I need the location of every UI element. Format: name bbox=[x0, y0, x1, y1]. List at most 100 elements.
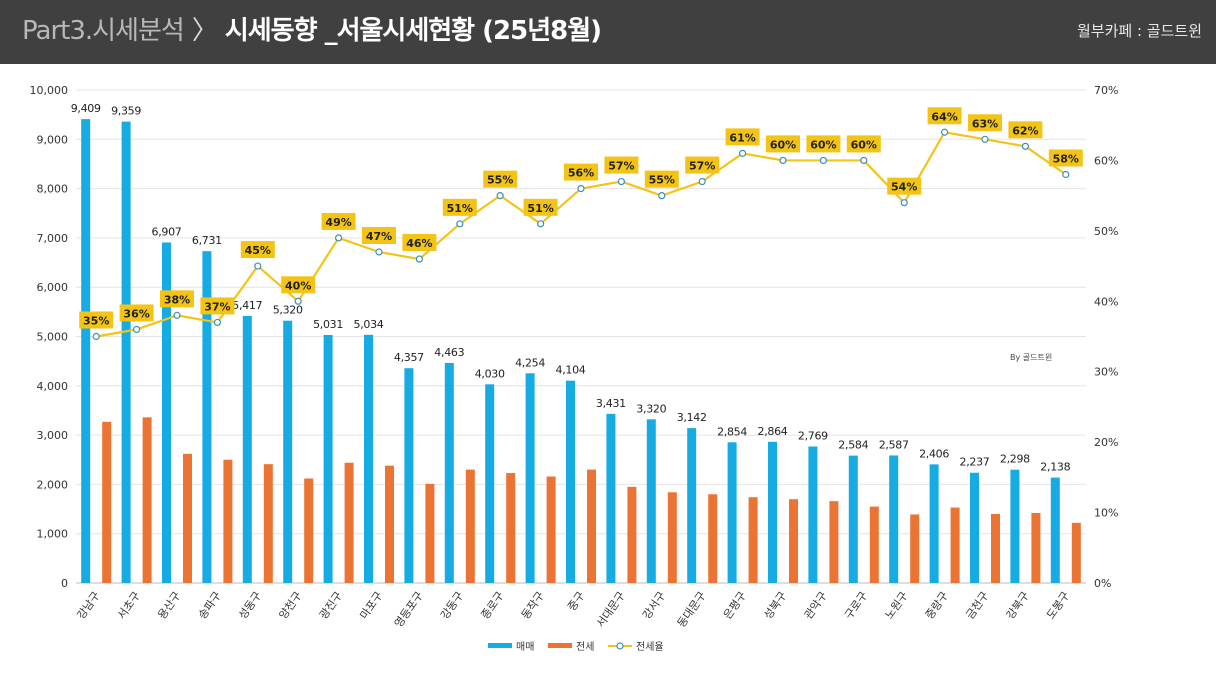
legend-label-jeonse: 전세 bbox=[576, 641, 594, 653]
ratio-point bbox=[658, 192, 666, 200]
x-category-label: 도봉구 bbox=[1044, 589, 1072, 621]
ratio-label-box bbox=[887, 177, 922, 195]
bar-sale bbox=[970, 472, 979, 583]
ratio-value-label: 54% bbox=[891, 181, 917, 194]
bar-sale bbox=[162, 242, 171, 583]
ratio-point bbox=[779, 156, 787, 165]
ratio-value-label: 60% bbox=[770, 138, 796, 151]
y-right-tick-label: 40% bbox=[1094, 295, 1118, 308]
bar-jeonse bbox=[667, 492, 677, 583]
bar-value-label: 5,034 bbox=[354, 318, 384, 331]
bar-sale bbox=[525, 373, 535, 583]
ratio-label-box bbox=[564, 163, 598, 181]
bar-jeonse bbox=[263, 464, 273, 583]
bar-value-label: 2,864 bbox=[758, 425, 788, 438]
ratio-label-box bbox=[685, 156, 720, 174]
ratio-label-box bbox=[846, 135, 881, 153]
bar-value-label: 4,254 bbox=[515, 356, 545, 369]
y-left-tick-label: 10,000 bbox=[30, 84, 69, 97]
bar-value-label: 2,406 bbox=[919, 447, 949, 460]
ratio-value-label: 60% bbox=[851, 138, 877, 151]
title-prefix: Part3.시세분석 bbox=[22, 16, 185, 46]
x-category-label: 성북구 bbox=[761, 589, 789, 621]
combo-chart: 0 1,000 2,000 3,000 4,000 5,000 6,000 7,000 8,00… bbox=[30, 84, 1119, 653]
bar-jeonse bbox=[789, 499, 798, 583]
ratio-label-box bbox=[402, 234, 437, 252]
x-category-label: 은평구 bbox=[721, 589, 749, 621]
x-category-label: 강동구 bbox=[438, 589, 466, 621]
bar-value-label: 4,357 bbox=[394, 351, 424, 364]
ratio-label-box bbox=[1048, 149, 1083, 167]
bar-value-label: 6,907 bbox=[152, 225, 182, 238]
ratio-value-label: 37% bbox=[204, 300, 230, 313]
ratio-label-box bbox=[240, 241, 275, 259]
ratio-point bbox=[981, 135, 989, 143]
bar-sale bbox=[283, 320, 293, 583]
ratio-label-box bbox=[200, 297, 235, 315]
bar-jeonse bbox=[465, 469, 475, 583]
legend-marker-ratio bbox=[616, 642, 624, 650]
chevron-right-icon: 〉 bbox=[191, 16, 218, 46]
ratio-point bbox=[536, 220, 545, 228]
x-category-label: 구로구 bbox=[842, 589, 870, 621]
legend-swatch-jeonse bbox=[548, 643, 572, 648]
bar-jeonse bbox=[102, 421, 112, 583]
y-right-tick-label: 30% bbox=[1094, 366, 1118, 379]
y-left-tick-label: 7,000 bbox=[37, 232, 69, 245]
bar-value-label: 2,854 bbox=[717, 425, 747, 438]
bar-sale bbox=[646, 419, 656, 583]
y-right-tick-label: 70% bbox=[1094, 84, 1118, 97]
ratio-value-label: 57% bbox=[689, 160, 715, 173]
ratio-value-label: 62% bbox=[1012, 124, 1038, 137]
bar-value-label: 2,769 bbox=[798, 429, 828, 442]
bar-jeonse bbox=[829, 501, 839, 583]
ratio-point bbox=[1021, 142, 1030, 150]
ratio-label-box bbox=[927, 107, 962, 125]
ratio-point bbox=[213, 318, 221, 327]
x-category-label: 강북구 bbox=[1004, 589, 1032, 621]
x-category-label: 노원구 bbox=[883, 589, 911, 621]
ratio-point bbox=[496, 192, 504, 200]
ratio-point bbox=[617, 177, 626, 186]
ratio-label-box bbox=[523, 198, 558, 216]
bar-value-label: 5,417 bbox=[232, 299, 262, 312]
ratio-point bbox=[173, 311, 181, 319]
ratio-point bbox=[456, 220, 464, 228]
bar-sale bbox=[485, 384, 495, 583]
bar-value-label: 2,587 bbox=[879, 438, 909, 451]
ratio-label-box bbox=[725, 128, 760, 146]
bar-jeonse bbox=[1031, 512, 1041, 583]
x-category-label: 양천구 bbox=[276, 589, 305, 622]
ratio-value-label: 51% bbox=[447, 202, 473, 215]
y-right-tick-label: 10% bbox=[1094, 507, 1118, 520]
ratio-label-box bbox=[160, 290, 194, 308]
bar-value-label: 4,030 bbox=[475, 367, 505, 380]
y-right-tick-label: 0% bbox=[1094, 577, 1111, 590]
bar-sale bbox=[323, 334, 333, 583]
x-category-label: 마포구 bbox=[357, 589, 385, 621]
legend-label-sale: 매매 bbox=[516, 641, 534, 653]
ratio-label-box bbox=[321, 212, 356, 230]
ratio-value-label: 58% bbox=[1053, 153, 1079, 166]
bar-sale bbox=[848, 455, 858, 583]
bar-sale bbox=[606, 413, 616, 583]
y-left-tick-label: 6,000 bbox=[37, 281, 69, 294]
ratio-label-box bbox=[442, 198, 477, 216]
y-left-tick-label: 3,000 bbox=[37, 429, 69, 442]
y-left-tick-label: 2,000 bbox=[37, 478, 69, 491]
bar-sale bbox=[929, 464, 939, 583]
y-left-tick-label: 8,000 bbox=[37, 183, 69, 196]
ratio-label-box bbox=[968, 114, 1002, 132]
bar-sale bbox=[566, 380, 575, 583]
y-right-tick-label: 60% bbox=[1094, 154, 1118, 167]
x-category-label: 서초구 bbox=[115, 589, 143, 621]
ratio-label-box bbox=[119, 304, 154, 322]
watermark-text: By 골드트윈 bbox=[1010, 353, 1052, 362]
bar-value-label: 2,237 bbox=[960, 456, 990, 469]
x-category-label: 동작구 bbox=[519, 589, 547, 621]
bar-value-label: 3,142 bbox=[677, 411, 707, 424]
bar-sale bbox=[202, 251, 212, 584]
ratio-value-label: 60% bbox=[810, 138, 836, 151]
slide-header: Part3.시세분석 〉 시세동향 _서울시세현황 (25년8월) 월부카페 : 골… bbox=[0, 0, 1216, 64]
ratio-value-label: 64% bbox=[931, 110, 957, 123]
